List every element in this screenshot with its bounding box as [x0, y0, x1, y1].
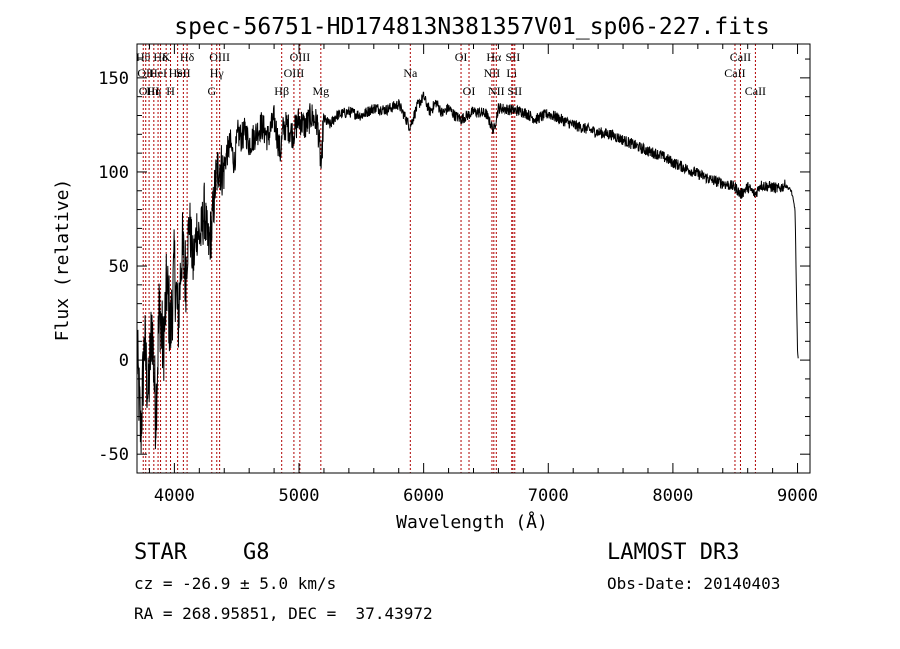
line-label-17: Mg [312, 84, 329, 98]
line-label-6: K [162, 50, 171, 64]
x-tick-label-4: 8000 [652, 486, 693, 506]
line-label-10: Hδ [180, 50, 195, 64]
line-label-29: CaII [745, 84, 766, 98]
line-label-19: OI [455, 50, 468, 64]
line-label-15: OIII [284, 66, 305, 80]
redshift-text: cz = -26.9 ± 5.0 km/s [134, 574, 337, 593]
line-label-14: Hβ [274, 84, 289, 98]
y-tick-label-0: -50 [98, 445, 129, 465]
line-label-20: OI [463, 84, 476, 98]
x-tick-label-2: 6000 [403, 486, 444, 506]
x-tick-label-1: 5000 [279, 486, 320, 506]
line-label-7: H [166, 84, 175, 98]
series-layer [136, 91, 799, 454]
chart-title: spec-56751-HD174813N381357V01_sp06-227.f… [174, 14, 769, 40]
x-axis-label: Wavelength (Å) [396, 511, 548, 533]
class-label: STAR [134, 540, 187, 565]
line-label-4: HeI [149, 66, 167, 80]
axes: 4000 5000 6000 7000 8000 9000 -50 0 50 100 150 [98, 44, 818, 506]
coordinates-text: RA = 268.95851, DEC = 37.43972 [134, 604, 433, 623]
line-label-2: OIII [139, 84, 160, 98]
line-label-26: SII [507, 84, 522, 98]
y-tick-label-3: 100 [98, 163, 129, 183]
y-tick-label-2: 50 [109, 257, 129, 277]
emission-line-markers: HθOIIOIIIHηHeIHδKHHeISIIHδGHγOIIIHβOIIIO… [136, 44, 766, 473]
line-label-1: OII [137, 66, 154, 80]
y-tick-label-4: 150 [98, 69, 129, 89]
line-label-28: CaII [730, 50, 751, 64]
line-label-23: NII [488, 84, 505, 98]
line-label-11: G [207, 84, 216, 98]
survey-label: LAMOST DR3 [607, 540, 740, 565]
obs-date-text: Obs-Date: 20140403 [607, 574, 781, 593]
subclass-label: G8 [243, 540, 270, 565]
line-label-8: HeI [169, 66, 187, 80]
line-label-25: SII [506, 50, 521, 64]
line-label-13: OIII [209, 50, 230, 64]
line-label-3: Hη [146, 84, 161, 98]
line-label-9: SII [176, 66, 191, 80]
line-label-16: OIII [290, 50, 311, 64]
line-label-27: CaII [724, 66, 745, 80]
plot-frame [136, 43, 811, 474]
line-label-0: Hθ [136, 50, 151, 64]
line-label-22: Hα [486, 50, 502, 64]
x-tick-label-5: 9000 [777, 486, 818, 506]
line-label-21: NII [484, 66, 501, 80]
line-label-5: Hδ [153, 50, 168, 64]
line-label-18: Na [403, 66, 418, 80]
y-tick-label-1: 0 [119, 351, 129, 371]
line-label-12: Hγ [210, 66, 225, 80]
y-axis-label: Flux (relative) [52, 179, 73, 342]
x-tick-label-3: 7000 [528, 486, 569, 506]
spectrum-line [136, 91, 799, 454]
line-label-24: Li [506, 66, 517, 80]
x-tick-label-0: 4000 [154, 486, 195, 506]
